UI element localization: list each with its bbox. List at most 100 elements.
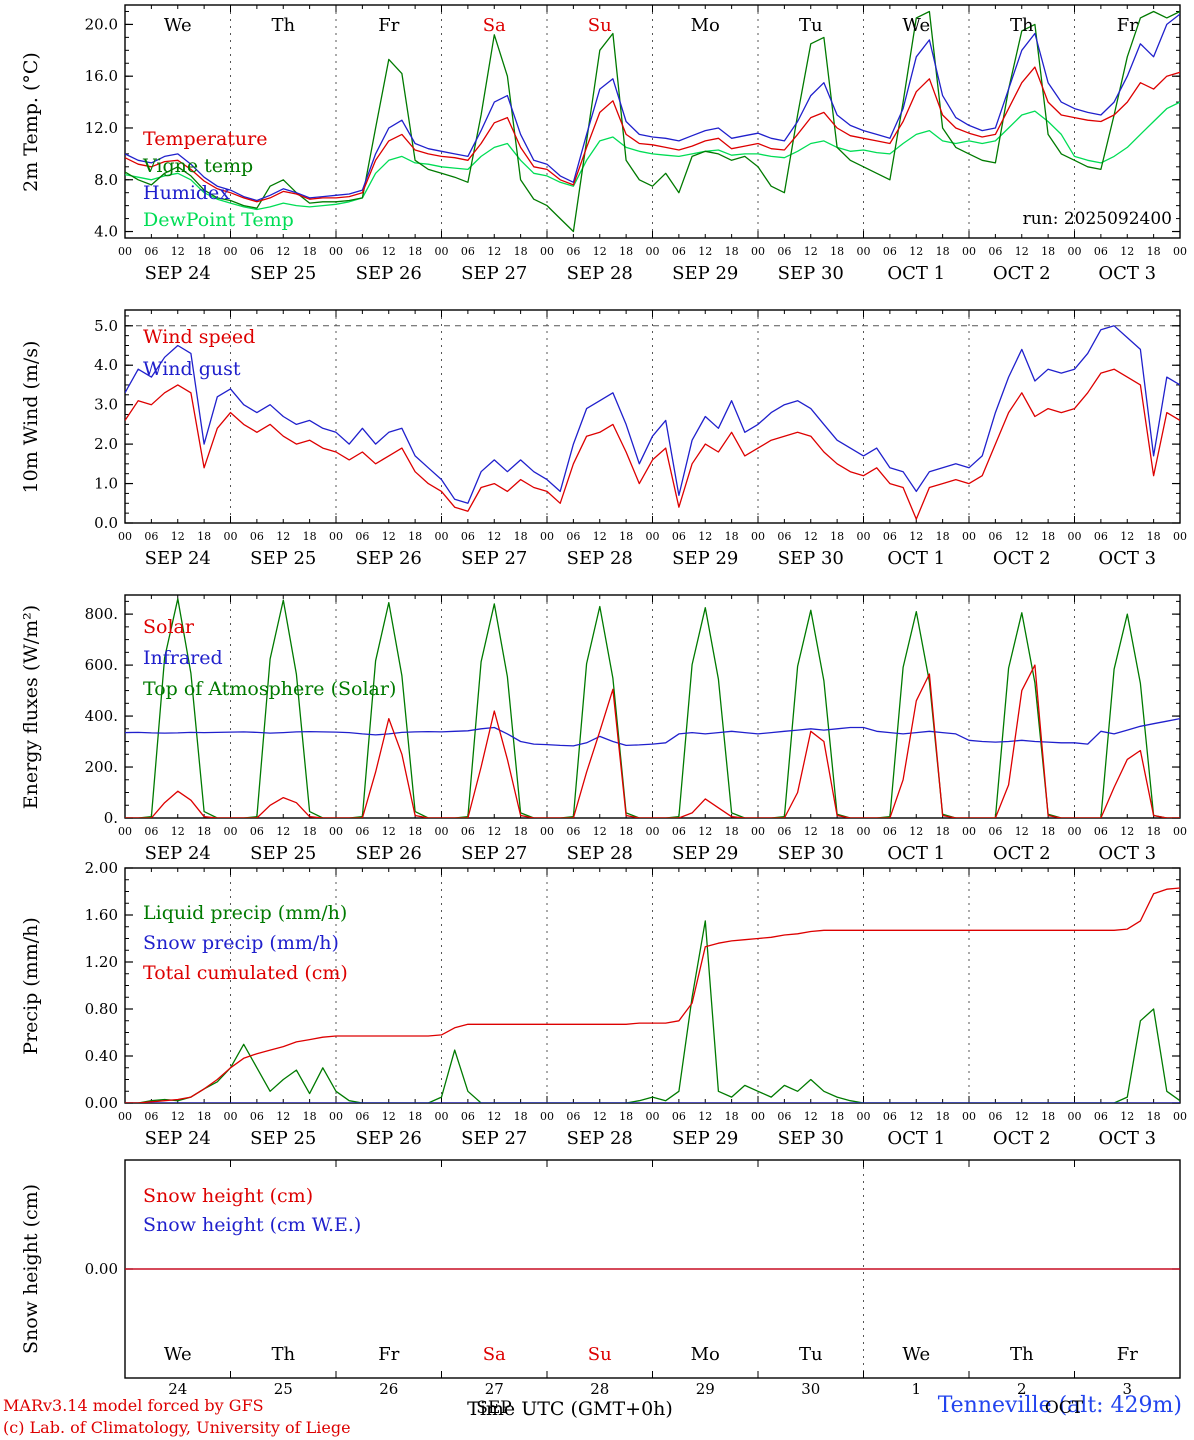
day-number-label: 3 [1122, 1380, 1132, 1398]
y-tick-label: 0.40 [85, 1047, 118, 1065]
day-number-label: 25 [274, 1380, 293, 1398]
date-label: SEP 30 [778, 548, 844, 569]
y-tick-label: 20.0 [85, 15, 118, 33]
date-label: SEP 28 [567, 548, 633, 569]
hour-tick-label: 18 [408, 1110, 422, 1123]
hour-tick-label: 00 [1173, 530, 1187, 543]
station-label: Tenneville (alt: 429m) [937, 1393, 1182, 1418]
date-label: SEP 27 [461, 548, 527, 569]
series-liquid-precip [125, 920, 1180, 1103]
hour-tick-label: 00 [1173, 1110, 1187, 1123]
series-infrared [125, 717, 1180, 747]
y-tick-label: 0.00 [85, 1094, 118, 1112]
hour-tick-label: 06 [883, 1110, 897, 1123]
hour-tick-label: 12 [593, 245, 607, 258]
hour-tick-label: 18 [514, 825, 528, 838]
hour-tick-label: 12 [171, 1110, 185, 1123]
month-label-oct: OCT [1044, 1398, 1084, 1418]
plot-precip: 0.00 0.40 0.80 1.20 1.60 2.00 Liquid precip (m… [85, 859, 1187, 1149]
model-credit: MARv3.14 model forced by GFS (c) Lab. of… [3, 1395, 351, 1439]
weekday-label: Su [588, 15, 612, 36]
hour-tick-label: 18 [619, 530, 633, 543]
hour-tick-label: 18 [408, 825, 422, 838]
hour-tick-label: 12 [698, 825, 712, 838]
weekday-label: Th [1010, 1344, 1034, 1365]
hour-tick-label: 00 [540, 530, 554, 543]
legend-total-cumulated-cm: Total cumulated (cm) [143, 962, 348, 984]
date-label: OCT 2 [993, 263, 1051, 284]
weekday-label: Sa [483, 1344, 506, 1365]
legend-wind-speed: Wind speed [143, 326, 255, 348]
legend-temperature: Temperature [143, 128, 267, 150]
y-tick-label: 1.60 [85, 906, 118, 924]
hour-tick-label: 00 [751, 1110, 765, 1123]
hour-tick-label: 12 [487, 530, 501, 543]
hour-tick-label: 06 [144, 825, 158, 838]
hour-tick-label: 18 [408, 245, 422, 258]
hour-tick-label: 06 [988, 825, 1002, 838]
hour-tick-label: 18 [1041, 1110, 1055, 1123]
date-label: SEP 27 [461, 263, 527, 284]
hour-tick-label: 12 [1120, 825, 1134, 838]
day-number-label: 26 [379, 1380, 398, 1398]
plot-temperature: 4.0 8.0 12.0 16.0 20.0 Temperature Vigne temp H… [85, 4, 1187, 284]
weekday-label: Mo [691, 15, 720, 36]
hour-tick-label: 06 [250, 825, 264, 838]
hour-tick-label: 06 [883, 530, 897, 543]
hour-tick-label: 00 [1173, 245, 1187, 258]
date-label: SEP 29 [672, 1128, 738, 1149]
hour-tick-label: 12 [171, 825, 185, 838]
hour-tick-label: 18 [1041, 245, 1055, 258]
hour-tick-label: 00 [1068, 530, 1082, 543]
hour-tick-label: 18 [1041, 530, 1055, 543]
date-label: SEP 30 [778, 843, 844, 864]
hour-tick-label: 00 [540, 1110, 554, 1123]
hour-tick-label: 06 [250, 245, 264, 258]
hour-tick-label: 18 [619, 1110, 633, 1123]
hour-tick-label: 18 [830, 1110, 844, 1123]
weekday-label: Tu [799, 1344, 823, 1365]
hour-tick-label: 00 [751, 245, 765, 258]
hour-tick-label: 00 [962, 530, 976, 543]
hour-tick-label: 18 [1147, 245, 1161, 258]
weekday-label: Fr [1117, 15, 1138, 36]
hour-tick-label: 00 [1068, 825, 1082, 838]
weekday-label: We [164, 15, 192, 36]
date-label: SEP 24 [145, 843, 211, 864]
hour-tick-label: 12 [382, 825, 396, 838]
credit-line-2: (c) Lab. of Climatology, University of L… [3, 1418, 351, 1437]
date-label: OCT 3 [1098, 843, 1156, 864]
legend-wind-gust: Wind gust [143, 358, 241, 380]
legend-solar: Solar [143, 616, 195, 638]
hour-tick-label: 06 [777, 530, 791, 543]
date-label: OCT 2 [993, 843, 1051, 864]
hour-tick-label: 00 [224, 245, 238, 258]
date-label: OCT 3 [1098, 263, 1156, 284]
hour-tick-label: 00 [646, 530, 660, 543]
y-tick-label: 2.0 [94, 435, 118, 453]
hour-tick-label: 00 [962, 825, 976, 838]
hour-tick-label: 00 [435, 530, 449, 543]
hour-tick-label: 12 [382, 1110, 396, 1123]
hour-tick-label: 06 [355, 1110, 369, 1123]
hour-tick-label: 12 [804, 530, 818, 543]
hour-tick-label: 18 [1147, 530, 1161, 543]
series-wind-speed [125, 368, 1180, 520]
hour-tick-label: 12 [487, 245, 501, 258]
legend-top-of-atmosphere-solar: Top of Atmosphere (Solar) [143, 678, 396, 700]
hour-tick-label: 18 [303, 530, 317, 543]
panel-precipitation: Precip (mm/h) 0.00 0.40 0.80 1.20 1.60 2.00 Li… [0, 859, 1194, 1158]
hour-tick-label: 18 [514, 1110, 528, 1123]
weekday-label: Th [271, 1344, 295, 1365]
hour-tick-label: 12 [1120, 530, 1134, 543]
hour-tick-label: 00 [118, 530, 132, 543]
date-label: OCT 2 [993, 548, 1051, 569]
series-vigne-temp [125, 10, 1180, 233]
y-tick-label: 0.0 [94, 514, 118, 532]
hour-tick-label: 00 [1068, 1110, 1082, 1123]
date-label: SEP 30 [778, 1128, 844, 1149]
weekday-label: We [902, 1344, 930, 1365]
hour-tick-label: 06 [672, 245, 686, 258]
date-label: SEP 24 [145, 548, 211, 569]
hour-tick-label: 12 [804, 825, 818, 838]
